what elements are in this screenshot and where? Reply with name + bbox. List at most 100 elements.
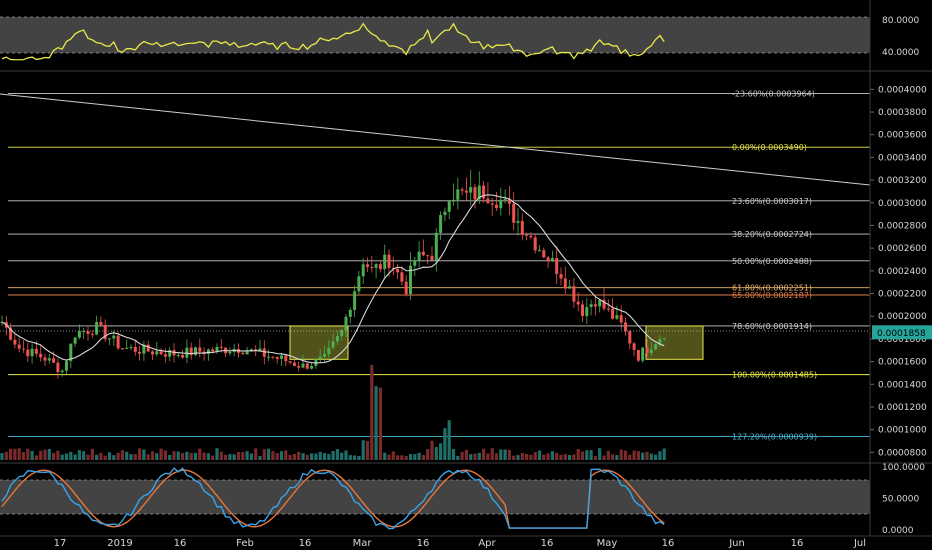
volume-bar (430, 440, 434, 460)
volume-bar (112, 455, 116, 460)
candle-body (125, 347, 129, 349)
volume-bar (542, 454, 546, 460)
volume-bar (503, 449, 507, 460)
volume-bar (159, 448, 163, 460)
trendline[interactable] (0, 93, 871, 186)
candle-body (155, 351, 159, 355)
candle-body (641, 347, 645, 361)
volume-bar (211, 455, 215, 460)
candle-body (211, 349, 215, 352)
volume-bar (477, 452, 481, 460)
highlight-box[interactable] (645, 325, 704, 360)
candle-body (340, 330, 344, 336)
last-price-tag-bg (872, 325, 932, 340)
candle-body (17, 344, 21, 349)
volume-bar (507, 450, 511, 460)
volume-bar (43, 449, 47, 460)
rsi-band (0, 17, 870, 53)
candle-body (404, 281, 408, 295)
volume-bar (537, 450, 542, 460)
candle-body (447, 201, 451, 212)
volume-bar (563, 454, 567, 460)
candle-body (559, 273, 563, 279)
candle-body (258, 348, 262, 351)
price-tick-label: 0.0003800 (878, 108, 927, 118)
fib-level-label: 65.00%(0.0002187) (732, 291, 812, 300)
volume-bar (318, 451, 322, 460)
volume-bar (619, 449, 623, 460)
candle-body (65, 361, 68, 371)
candle-body (327, 347, 331, 355)
volume-bar (193, 452, 198, 460)
volume-bar (439, 443, 443, 460)
volume-bar (206, 453, 210, 460)
candle-body (77, 331, 81, 338)
volume-bar (56, 450, 60, 460)
candle-body (267, 356, 271, 358)
candle-body (228, 351, 232, 354)
volume-bar (0, 452, 4, 460)
volume-bar (198, 448, 202, 460)
candle-body (555, 258, 559, 274)
volume-bar (417, 452, 421, 460)
price-tick-label: 0.0003400 (878, 153, 927, 163)
volume-bar (529, 454, 533, 460)
candle-body (645, 347, 649, 354)
volume-bar (21, 452, 26, 460)
date-tick-label: 16 (417, 538, 430, 549)
volume-bar (17, 448, 21, 460)
candle-body (219, 346, 223, 348)
candle-body (275, 357, 279, 359)
highlight-box[interactable] (289, 325, 349, 360)
candle-body (374, 264, 378, 268)
volume-bar (176, 451, 180, 460)
candle-body (503, 198, 507, 200)
volume-bar (628, 454, 632, 460)
candle-body (387, 254, 391, 268)
candle-body (47, 358, 51, 361)
candle-body (163, 354, 167, 357)
candle-body (628, 331, 632, 344)
date-tick-label: 16 (662, 538, 675, 549)
volume-bar (589, 450, 593, 460)
candle-body (593, 304, 597, 307)
volume-bar (331, 451, 335, 460)
price-tick-label: 0.0003000 (878, 199, 927, 209)
candle-body (477, 185, 481, 200)
volume-bar (602, 455, 606, 460)
volume-bar (348, 455, 352, 460)
volume-bar (236, 452, 241, 460)
date-tick-label: 16 (791, 538, 804, 549)
volume-bar (279, 451, 284, 460)
volume-bar (297, 451, 301, 460)
rsi-tick-label: 80.0000 (882, 16, 919, 26)
candle-body (318, 356, 322, 360)
candle-body (572, 286, 576, 302)
candle-body (26, 349, 30, 357)
candle-body (490, 203, 494, 205)
candle-body (198, 347, 202, 352)
volume-bar (383, 452, 387, 460)
candle-body (486, 198, 490, 204)
last-price-tag: 0.0001858 (872, 325, 932, 340)
price-tick-label: 0.0003200 (878, 176, 927, 186)
candle-body (443, 211, 447, 216)
volume-bar (645, 451, 649, 460)
date-tick-label: 17 (54, 538, 67, 549)
volume-bar (150, 451, 155, 460)
candle-body (43, 357, 47, 361)
candle-body (159, 351, 163, 355)
candle-body (615, 315, 619, 319)
candle-body (649, 349, 653, 354)
price-tick-label: 0.0001800 (878, 335, 927, 345)
candle-body (288, 361, 292, 363)
price-tick-label: 0.0000800 (878, 448, 927, 458)
volume-bar (632, 450, 636, 460)
price-tick-label: 0.0002800 (878, 221, 927, 231)
volume-bar (322, 453, 327, 460)
volume-bar (47, 448, 51, 460)
volume-bar (103, 455, 107, 460)
volume-bar (344, 450, 348, 460)
volume-bar (30, 450, 34, 460)
